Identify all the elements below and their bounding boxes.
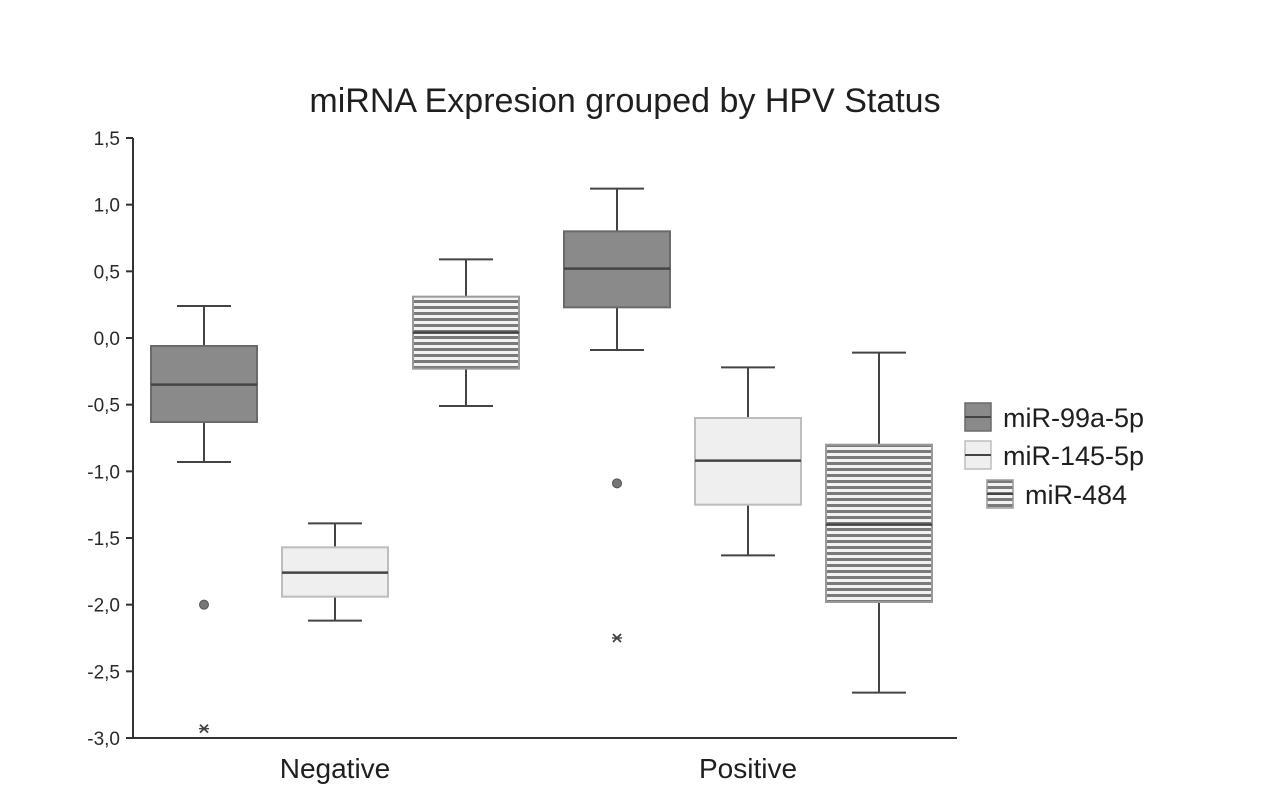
legend-label: miR-99a-5p	[1003, 403, 1144, 433]
y-tick-label: -1,0	[87, 462, 120, 483]
extreme-point	[612, 633, 622, 643]
legend-label: miR-484	[1025, 480, 1127, 510]
box-miR-145-5p-Negative	[281, 522, 389, 622]
y-tick-label: -2,0	[87, 596, 120, 617]
legend-item-miR-99a-5p: miR-99a-5p	[964, 402, 1144, 433]
y-tick-label: -3,0	[87, 729, 120, 750]
y-tick-label: 1,0	[94, 196, 120, 217]
box-iqr	[825, 443, 933, 603]
legend-item-miR-145-5p: miR-145-5p	[964, 440, 1144, 471]
x-category-label: Negative	[280, 753, 391, 784]
outlier-point	[199, 599, 209, 610]
outlier-point	[612, 478, 622, 489]
y-tick-label: 1,5	[94, 129, 120, 150]
y-tick-label: 0,0	[94, 329, 120, 350]
box-miR-145-5p-Positive	[694, 366, 802, 557]
y-tick-label: -2,5	[87, 662, 120, 683]
boxes	[150, 187, 933, 734]
chart-title: miRNA Expresion grouped by HPV Status	[309, 82, 940, 120]
legend-label: miR-145-5p	[1003, 441, 1144, 471]
box-miR-484-Positive	[825, 351, 933, 694]
y-tick-label: 0,5	[94, 262, 120, 283]
box-miR-484-Negative	[412, 258, 520, 407]
y-tick-label: -1,5	[87, 529, 120, 550]
box-miR-99a-5p-Positive	[563, 187, 671, 643]
legend-item-miR-484: miR-484	[986, 479, 1127, 510]
legend: miR-99a-5p miR-145-5p miR-484	[964, 402, 1144, 510]
extreme-point	[199, 724, 209, 734]
y-tick-label: -0,5	[87, 396, 120, 417]
x-category-label: Positive	[699, 753, 797, 784]
box-miR-99a-5p-Negative	[150, 305, 258, 734]
axes: 1,5 1,0 0,5 0,0 -0,5 -1,0 -1,5 -2,0 -2,5 -3,0 Nega…	[87, 129, 957, 784]
